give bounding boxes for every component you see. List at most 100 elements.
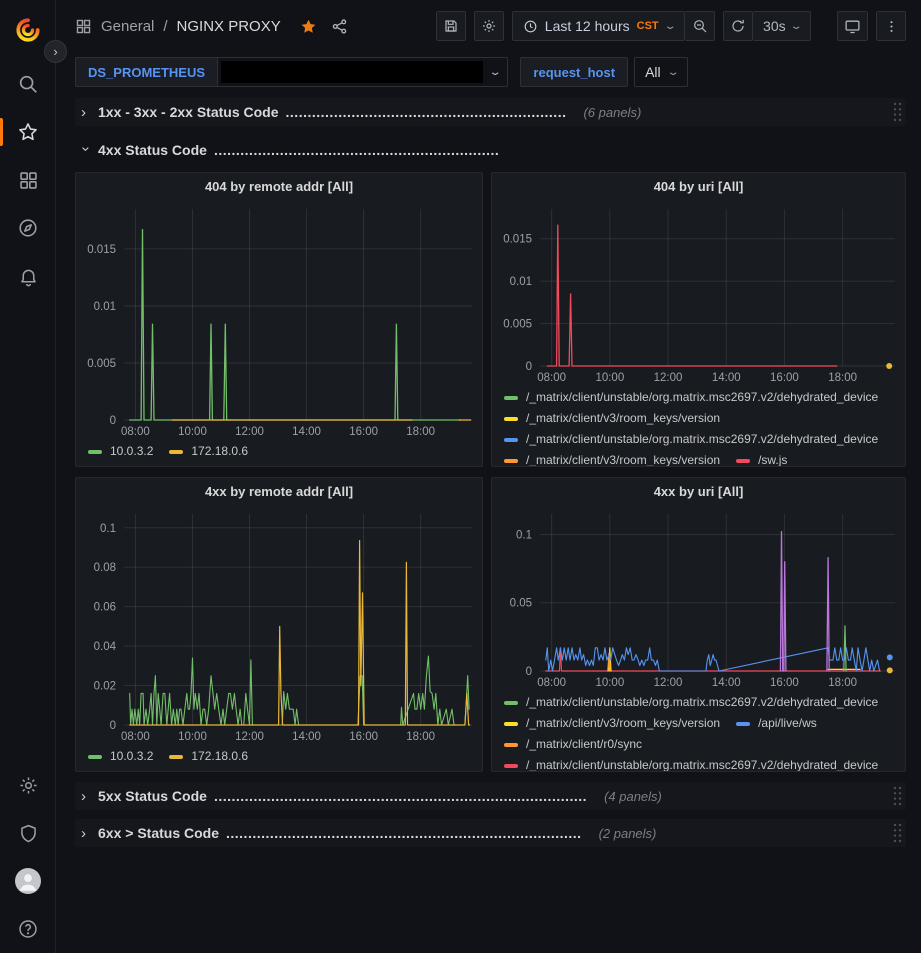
kebab-menu-icon xyxy=(889,20,893,32)
chevron-right-icon: › xyxy=(81,103,86,121)
svg-text:16:00: 16:00 xyxy=(349,426,378,438)
timezone-label: CST xyxy=(636,20,659,32)
chevron-down-icon: ⌄ xyxy=(789,20,803,32)
nav-sidebar xyxy=(0,0,56,953)
refresh-button[interactable] xyxy=(723,11,754,41)
sidebar-item-dashboards[interactable] xyxy=(0,156,56,204)
svg-text:0.1: 0.1 xyxy=(516,529,532,541)
legend-swatch xyxy=(736,721,751,726)
sidebar-item-profile[interactable] xyxy=(0,857,56,905)
gear-icon xyxy=(19,776,37,794)
legend-item[interactable]: 10.0.3.2 xyxy=(88,746,153,767)
legend-item[interactable]: /_matrix/client/unstable/org.matrix.msc2… xyxy=(504,692,878,713)
legend-item[interactable]: 10.0.3.2 xyxy=(88,441,153,462)
dashboard-settings-button[interactable] xyxy=(473,11,504,41)
legend-item[interactable]: 172.18.0.6 xyxy=(169,746,248,767)
request-host-variable-select[interactable]: All ⌄ xyxy=(634,57,689,87)
save-dashboard-button[interactable] xyxy=(435,11,466,41)
panel-title[interactable]: 4xx by uri [All] xyxy=(653,484,744,499)
favorite-star-icon[interactable] xyxy=(300,18,317,35)
legend-item[interactable]: 172.18.0.6 xyxy=(169,441,248,462)
more-options-kebab[interactable] xyxy=(876,11,906,41)
chevron-down-icon: › xyxy=(77,146,95,151)
breadcrumb-folder[interactable]: General xyxy=(101,17,155,35)
sidebar-item-help[interactable] xyxy=(0,905,56,953)
row-drag-handle[interactable] xyxy=(892,822,902,844)
timeseries-chart[interactable]: 08:00 10:00 12:00 14:00 16:00 18:00 0 0.005 0.01… xyxy=(76,201,482,440)
legend-item[interactable]: /_matrix/client/unstable/org.matrix.msc2… xyxy=(504,387,878,408)
timeseries-chart[interactable]: 08:00 10:00 12:00 14:00 16:00 18:00 0 0.05 0.1 xyxy=(492,506,905,691)
legend-item[interactable]: /_matrix/client/r0/sync xyxy=(504,734,642,755)
panel-4xx-by-uri: 4xx by uri [All] 08:00 10:00 12:00 14:00 16:… xyxy=(491,477,906,772)
row-title: 4xx Status Code xyxy=(98,142,207,158)
grafana-logo-icon xyxy=(16,18,40,42)
sidebar-expand-button[interactable]: › xyxy=(44,40,67,63)
zoom-out-time-button[interactable] xyxy=(685,11,716,41)
datasource-variable: DS_PROMETHEUS ⌄ xyxy=(75,57,509,87)
legend-item[interactable]: /_matrix/client/v3/room_keys/version xyxy=(504,408,720,429)
row-drag-handle[interactable] xyxy=(892,101,902,123)
row-title-dots: ........................................… xyxy=(285,104,567,120)
panel-title[interactable]: 4xx by remote addr [All] xyxy=(204,484,354,499)
grafana-logo[interactable] xyxy=(0,0,56,60)
legend-item[interactable]: /_matrix/client/v3/room_keys/version xyxy=(504,450,720,466)
svg-text:12:00: 12:00 xyxy=(654,677,683,689)
svg-text:0: 0 xyxy=(110,415,116,427)
svg-text:12:00: 12:00 xyxy=(235,426,264,438)
legend-swatch xyxy=(504,458,518,463)
main-content: General / NGINX PROXY xyxy=(56,0,921,953)
svg-text:14:00: 14:00 xyxy=(292,731,321,743)
breadcrumb-separator: / xyxy=(163,17,168,35)
datasource-variable-label[interactable]: DS_PROMETHEUS xyxy=(75,57,218,87)
tv-mode-button[interactable] xyxy=(837,11,868,41)
sidebar-item-alerting[interactable] xyxy=(0,252,56,300)
refresh-controls: 30s ⌄ xyxy=(723,11,811,41)
row-title: 1xx - 3xx - 2xx Status Code xyxy=(98,104,279,120)
legend-swatch xyxy=(504,395,518,400)
sidebar-item-configuration[interactable] xyxy=(0,761,56,809)
dashboard-title[interactable]: NGINX PROXY xyxy=(176,17,281,35)
dashboard-row-4xx[interactable]: › 4xx Status Code ......................… xyxy=(75,136,906,164)
chart-legend: 10.0.3.2 172.18.0.6 xyxy=(76,745,482,771)
svg-text:18:00: 18:00 xyxy=(406,426,435,438)
svg-text:0: 0 xyxy=(110,720,116,732)
legend-item[interactable]: /api/live/ws xyxy=(736,713,817,734)
legend-item[interactable]: /_matrix/client/unstable/org.matrix.msc2… xyxy=(504,429,878,450)
svg-text:0: 0 xyxy=(526,361,532,373)
refresh-interval-picker[interactable]: 30s ⌄ xyxy=(753,11,811,41)
row-drag-handle[interactable] xyxy=(892,785,902,807)
chevron-down-icon: ⌄ xyxy=(663,20,677,32)
svg-text:18:00: 18:00 xyxy=(828,677,857,689)
datasource-variable-select[interactable]: ⌄ xyxy=(217,57,509,87)
dashboard-row-1xx-3xx-2xx[interactable]: › 1xx - 3xx - 2xx Status Code ..........… xyxy=(75,98,906,126)
sidebar-item-search[interactable] xyxy=(0,60,56,108)
monitor-icon xyxy=(845,20,860,33)
chevron-down-icon: ⌄ xyxy=(488,66,502,78)
svg-text:0.08: 0.08 xyxy=(94,562,116,574)
timeseries-chart[interactable]: 08:00 10:00 12:00 14:00 16:00 18:00 0 0.005 0.01… xyxy=(492,201,905,386)
legend-item[interactable]: /_matrix/client/unstable/org.matrix.msc2… xyxy=(504,755,878,771)
sidebar-item-server-admin[interactable] xyxy=(0,809,56,857)
panel-title[interactable]: 404 by uri [All] xyxy=(653,179,744,194)
panel-title[interactable]: 404 by remote addr [All] xyxy=(204,179,354,194)
svg-text:0.1: 0.1 xyxy=(100,523,116,535)
svg-text:0.005: 0.005 xyxy=(87,358,116,370)
svg-text:0.02: 0.02 xyxy=(94,681,116,693)
svg-text:18:00: 18:00 xyxy=(828,372,857,384)
search-icon xyxy=(19,75,37,93)
panel-grid: 404 by remote addr [All] 08:00 10:00 12:00… xyxy=(75,172,906,772)
dashboard-row-5xx[interactable]: › 5xx Status Code ......................… xyxy=(75,782,906,810)
request-host-variable-label[interactable]: request_host xyxy=(520,57,629,87)
time-range-picker[interactable]: Last 12 hours CST ⌄ xyxy=(511,11,686,41)
legend-item[interactable]: /_matrix/client/v3/room_keys/version xyxy=(504,713,720,734)
apps-grid-icon[interactable] xyxy=(75,18,92,35)
legend-item[interactable]: /sw.js xyxy=(736,450,787,466)
timeseries-chart[interactable]: 08:00 10:00 12:00 14:00 16:00 18:00 0 0.02 0.04 0… xyxy=(76,506,482,745)
sidebar-item-explore[interactable] xyxy=(0,204,56,252)
dashboards-grid-icon xyxy=(19,171,37,189)
sidebar-item-starred[interactable] xyxy=(0,108,56,156)
avatar xyxy=(15,868,41,894)
svg-text:08:00: 08:00 xyxy=(537,372,566,384)
share-icon[interactable] xyxy=(331,18,348,35)
dashboard-row-6xx[interactable]: › 6xx > Status Code ....................… xyxy=(75,819,906,847)
